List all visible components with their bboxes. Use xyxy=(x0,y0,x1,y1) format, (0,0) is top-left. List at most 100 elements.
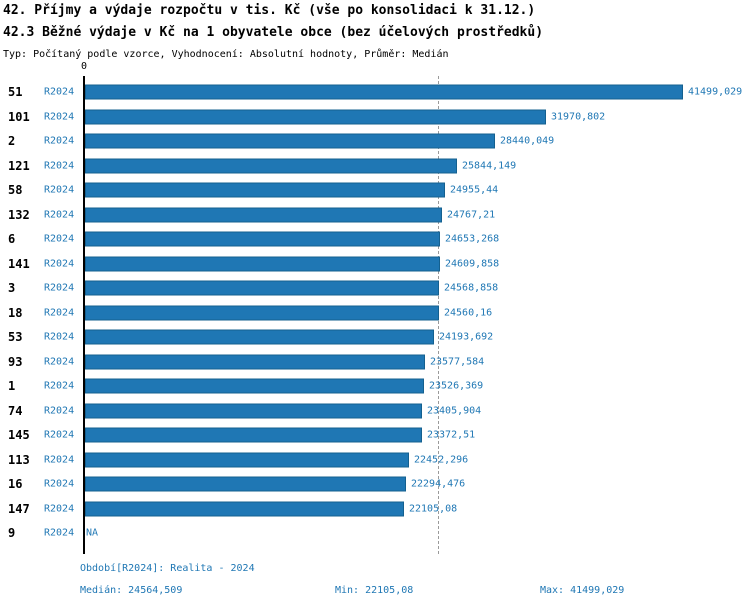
bar-value-label: 24609,858 xyxy=(445,258,500,270)
chart-row: 145 R2024 23372,51 xyxy=(0,423,750,448)
row-period-label: R2024 xyxy=(44,307,75,319)
bar xyxy=(85,452,409,468)
chart-row: 141 R2024 24609,858 xyxy=(0,252,750,277)
row-rank-label: 16 xyxy=(8,477,23,492)
row-period-label: R2024 xyxy=(44,503,75,515)
report-subtitle: Typ: Počítaný podle vzorce, Vyhodnocení:… xyxy=(3,49,449,60)
row-period-label: R2024 xyxy=(44,111,75,123)
bar xyxy=(85,231,440,247)
bar xyxy=(85,133,495,149)
chart-row: 53 R2024 24193,692 xyxy=(0,325,750,350)
bar-value-label: 22105,08 xyxy=(409,503,458,515)
row-period-label: R2024 xyxy=(44,282,75,294)
bar-value-label: 25844,149 xyxy=(462,160,517,172)
chart-row: 121 R2024 25844,149 xyxy=(0,154,750,179)
bar-value-label: 23526,369 xyxy=(429,380,484,392)
row-rank-label: 2 xyxy=(8,134,16,149)
bar-value-label: 24193,692 xyxy=(439,331,494,343)
chart-row: 74 R2024 23405,904 xyxy=(0,399,750,424)
bar-value-label: 23577,584 xyxy=(430,356,485,368)
bar xyxy=(85,305,439,321)
bar xyxy=(85,207,442,223)
row-period-label: R2024 xyxy=(44,160,75,172)
row-rank-label: 93 xyxy=(8,354,23,369)
row-rank-label: 101 xyxy=(8,109,30,124)
y-axis-line xyxy=(83,76,85,554)
footer-max-label: Max: 41499,029 xyxy=(540,585,625,596)
row-rank-label: 53 xyxy=(8,330,23,345)
x-axis-zero-label: 0 xyxy=(80,61,88,72)
chart-row: 113 R2024 22452,296 xyxy=(0,448,750,473)
row-rank-label: 141 xyxy=(8,256,30,271)
row-period-label: R2024 xyxy=(44,527,75,539)
row-period-label: R2024 xyxy=(44,258,75,270)
row-rank-label: 3 xyxy=(8,281,16,296)
row-period-label: R2024 xyxy=(44,454,75,466)
bar xyxy=(85,280,439,296)
chart-row: 93 R2024 23577,584 xyxy=(0,350,750,375)
report-title-line2: 42.3 Běžné výdaje v Kč na 1 obyvatele ob… xyxy=(3,25,544,40)
chart-row: 58 R2024 24955,44 xyxy=(0,178,750,203)
bar xyxy=(85,329,434,345)
bar xyxy=(85,354,425,370)
bar-value-label: 41499,029 xyxy=(688,86,743,98)
bar-value-label: 24653,268 xyxy=(445,233,500,245)
bar xyxy=(85,158,457,174)
bar xyxy=(85,378,424,394)
footer-median-label: Medián: 24564,509 xyxy=(80,585,183,596)
chart-row: 6 R2024 24653,268 xyxy=(0,227,750,252)
bar-value-label: 23372,51 xyxy=(427,429,476,441)
chart-row: 1 R2024 23526,369 xyxy=(0,374,750,399)
row-rank-label: 147 xyxy=(8,501,30,516)
footer-min-label: Min: 22105,08 xyxy=(335,585,414,596)
row-period-label: R2024 xyxy=(44,429,75,441)
bar-value-label: 28440,049 xyxy=(500,135,555,147)
chart-row: 147 R2024 22105,08 xyxy=(0,497,750,522)
row-rank-label: 18 xyxy=(8,305,23,320)
bar xyxy=(85,182,445,198)
row-rank-label: 113 xyxy=(8,452,30,467)
row-rank-label: 58 xyxy=(8,183,23,198)
bar-value-label: 24955,44 xyxy=(450,184,499,196)
chart-row: 101 R2024 31970,802 xyxy=(0,105,750,130)
bar-chart: 51 R2024 41499,029 101 R2024 31970,802 2… xyxy=(0,80,750,546)
bar-value-label: 23405,904 xyxy=(427,405,482,417)
row-period-label: R2024 xyxy=(44,356,75,368)
row-period-label: R2024 xyxy=(44,86,75,98)
bar xyxy=(85,84,683,100)
bar xyxy=(85,501,404,517)
bar xyxy=(85,427,422,443)
row-period-label: R2024 xyxy=(44,405,75,417)
bar xyxy=(85,476,406,492)
row-period-label: R2024 xyxy=(44,184,75,196)
bar xyxy=(85,403,422,419)
row-period-label: R2024 xyxy=(44,380,75,392)
chart-row: 2 R2024 28440,049 xyxy=(0,129,750,154)
row-rank-label: 9 xyxy=(8,526,16,541)
chart-row: 51 R2024 41499,029 xyxy=(0,80,750,105)
bar-value-label: 24560,16 xyxy=(444,307,493,319)
row-rank-label: 132 xyxy=(8,207,30,222)
bar-value-label: 24568,858 xyxy=(444,282,499,294)
chart-row: 3 R2024 24568,858 xyxy=(0,276,750,301)
footer-period-label: Období[R2024]: Realita - 2024 xyxy=(80,563,255,574)
report-title-line1: 42. Příjmy a výdaje rozpočtu v tis. Kč (… xyxy=(3,3,536,18)
row-rank-label: 6 xyxy=(8,232,16,247)
bar-value-label: NA xyxy=(86,527,99,539)
row-rank-label: 74 xyxy=(8,403,23,418)
bar-value-label: 24767,21 xyxy=(447,209,496,221)
row-period-label: R2024 xyxy=(44,331,75,343)
row-period-label: R2024 xyxy=(44,478,75,490)
chart-row: 132 R2024 24767,21 xyxy=(0,203,750,228)
row-rank-label: 145 xyxy=(8,428,30,443)
chart-row: 9 R2024 NA xyxy=(0,521,750,546)
row-period-label: R2024 xyxy=(44,233,75,245)
bar-value-label: 22294,476 xyxy=(411,478,466,490)
row-period-label: R2024 xyxy=(44,135,75,147)
row-period-label: R2024 xyxy=(44,209,75,221)
row-rank-label: 1 xyxy=(8,379,16,394)
bar-value-label: 22452,296 xyxy=(414,454,469,466)
chart-row: 18 R2024 24560,16 xyxy=(0,301,750,326)
bar-value-label: 31970,802 xyxy=(551,111,606,123)
